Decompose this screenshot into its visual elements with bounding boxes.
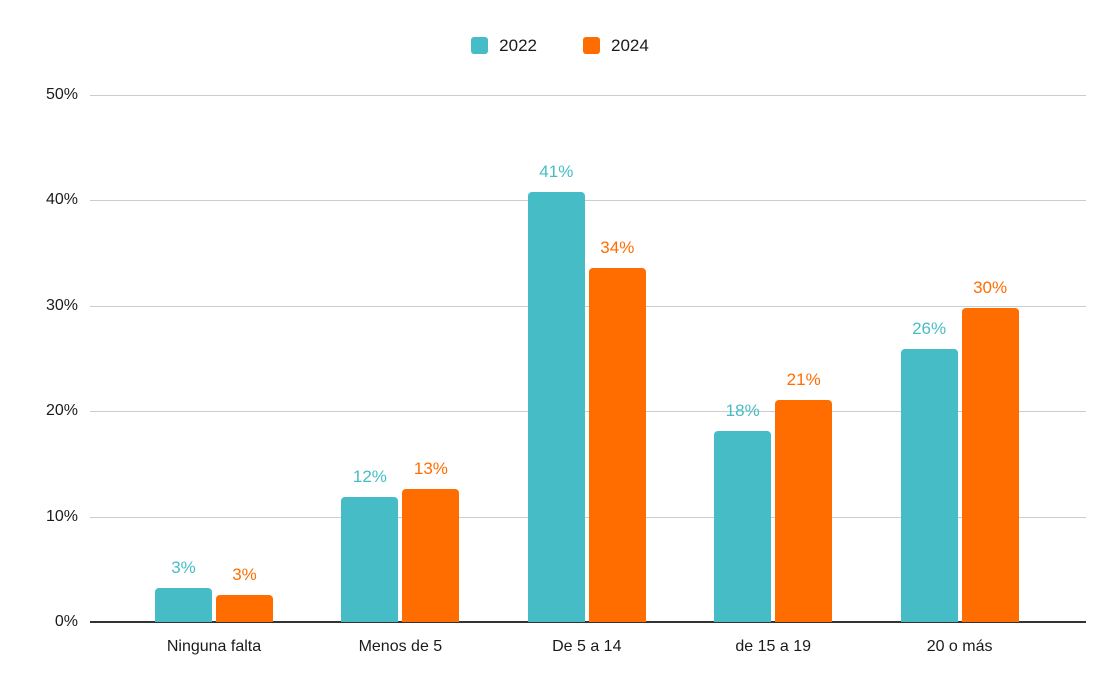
- bar-2022-De 5 a 14: [527, 191, 585, 622]
- gridline: [90, 411, 1086, 413]
- bar-value-label: 41%: [539, 161, 574, 181]
- bar-2024-Menos de 5: [402, 489, 460, 622]
- bar-2024-De 5 a 14: [588, 267, 646, 622]
- legend-swatch-icon: [583, 37, 600, 54]
- bar-value-label: 3%: [232, 564, 257, 584]
- bar-2024-de 15 a 19: [775, 399, 833, 622]
- x-axis-category-label: Menos de 5: [358, 638, 443, 655]
- bar-value-label: 30%: [973, 277, 1008, 297]
- bar-value-label: 12%: [352, 466, 387, 486]
- x-axis-line: [90, 621, 1086, 623]
- gridline: [90, 516, 1086, 518]
- y-axis-tick-label: 40%: [45, 191, 78, 209]
- bar-2022-Menos de 5: [341, 496, 399, 622]
- y-axis-tick-label: 0%: [54, 613, 78, 630]
- gridline: [90, 305, 1086, 307]
- x-axis-category-label: De 5 a 14: [552, 638, 622, 655]
- x-axis-category-label: 20 o más: [926, 638, 993, 655]
- gridline: [90, 200, 1086, 202]
- bar-2024-20 o más: [961, 307, 1019, 622]
- gridline: [90, 95, 1086, 96]
- y-axis-tick-label: 20%: [45, 402, 78, 420]
- bar-value-label: 13%: [413, 459, 448, 479]
- bar-value-label: 18%: [725, 401, 760, 421]
- bar-2022-de 15 a 19: [714, 431, 772, 622]
- bar-2024-Ninguna falta: [216, 594, 273, 622]
- legend-label: 2024: [611, 36, 649, 55]
- bar-value-label: 3%: [171, 558, 196, 578]
- bar-value-label: 26%: [912, 319, 947, 338]
- chart-legend: 2022 2024: [0, 37, 1120, 54]
- bar-value-label: 21%: [786, 369, 821, 389]
- legend-swatch-icon: [471, 37, 489, 54]
- y-axis-tick-label: 50%: [45, 86, 78, 103]
- legend-item-2024: 2024: [583, 37, 649, 54]
- legend-label: 2022: [499, 36, 537, 55]
- bar-2022-20 o más: [900, 349, 958, 622]
- bar-value-label: 34%: [600, 237, 635, 257]
- x-axis-category-label: Ninguna falta: [166, 638, 262, 655]
- bar-2022-Ninguna falta: [155, 588, 212, 622]
- y-axis-tick-label: 30%: [45, 296, 78, 314]
- legend-item-2022: 2022: [471, 37, 537, 54]
- x-axis-category-label: de 15 a 19: [735, 638, 811, 655]
- y-axis-tick-label: 10%: [45, 507, 78, 525]
